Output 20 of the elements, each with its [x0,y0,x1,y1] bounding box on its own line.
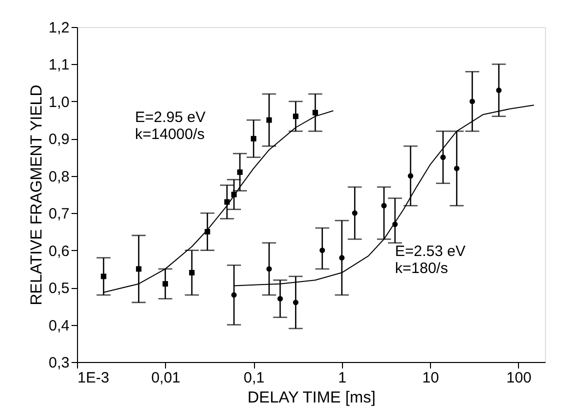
y-tick-label: 0,6 [48,242,70,260]
y-tick-label: 0,3 [48,354,70,372]
y-tick-label: 0,4 [48,317,70,334]
annotation: E=2.95 eV k=14000/s [135,109,206,143]
y-tick-label: 1,0 [48,94,70,111]
x-tick-label: 0,1 [244,370,264,386]
y-tick-label: 1,1 [48,56,70,74]
y-tick-label: 0,9 [48,131,70,148]
y-tick-label: 1,2 [48,20,70,36]
x-tick-label: 10 [422,370,439,386]
x-tick-label: 1 [338,370,347,386]
x-tick-label: 100 [506,370,532,386]
x-axis-title: DELAY TIME [ms] [247,390,376,406]
y-axis-title: RELATIVE FRAGMENT YIELD [28,84,46,306]
annotation: E=2.53 eV k=180/s [395,243,466,277]
x-tick-label: 1E-3 [78,370,110,386]
y-tick-label: 0,8 [48,168,70,186]
y-tick-label: 0,5 [48,280,70,298]
x-tick-label: 0,01 [151,370,180,386]
y-tick-label: 0,7 [48,206,70,223]
